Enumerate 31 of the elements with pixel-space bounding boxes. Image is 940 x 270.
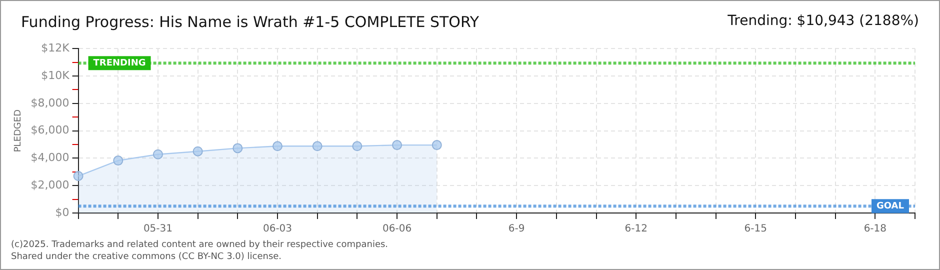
- y-tick-label: $0: [55, 206, 70, 219]
- text: Shared under the creative commons (CC BY-NC 3.0) license.: [11, 251, 283, 263]
- point: [352, 141, 362, 152]
- y-axis-title: PLEDGED: [14, 109, 24, 152]
- point: [312, 141, 322, 152]
- chart-subtitle: Trending: $10,943 (2188%): [728, 13, 919, 29]
- ref-line-label: GOAL: [876, 201, 904, 212]
- point: [392, 140, 402, 150]
- y-tick-label: $10K: [41, 68, 70, 82]
- x-tick-label: 6-12: [624, 224, 648, 235]
- x-tick-label: 6-18: [864, 224, 887, 235]
- point: [272, 141, 283, 152]
- y-tick-label: $2,000: [30, 178, 70, 192]
- point: [113, 156, 124, 166]
- x-tick-label: 6-9: [508, 224, 525, 235]
- point: [152, 149, 163, 160]
- point: [192, 146, 203, 156]
- ref-line-label: TRENDING: [93, 58, 146, 68]
- y-tick-label: $12K: [41, 41, 70, 54]
- chart-title: Funding Progress: His Name is Wrath #1-5 COMPLETE STORY: [21, 13, 480, 31]
- x-tick-label: 6-15: [744, 224, 767, 235]
- x-tick-label: 06-06: [382, 224, 412, 235]
- y-tick-label: $4,000: [30, 151, 70, 164]
- text: (c)2025. Trademarks and related content are owned by their respective companies.: [11, 239, 388, 251]
- y-tick-label: $6,000: [30, 124, 70, 137]
- point: [73, 171, 84, 182]
- point: [232, 143, 243, 154]
- x-tick-label: 05-31: [143, 224, 173, 235]
- y-tick-label: $8,000: [30, 96, 70, 110]
- x-tick-label: 06-03: [262, 224, 292, 235]
- point: [432, 140, 442, 150]
